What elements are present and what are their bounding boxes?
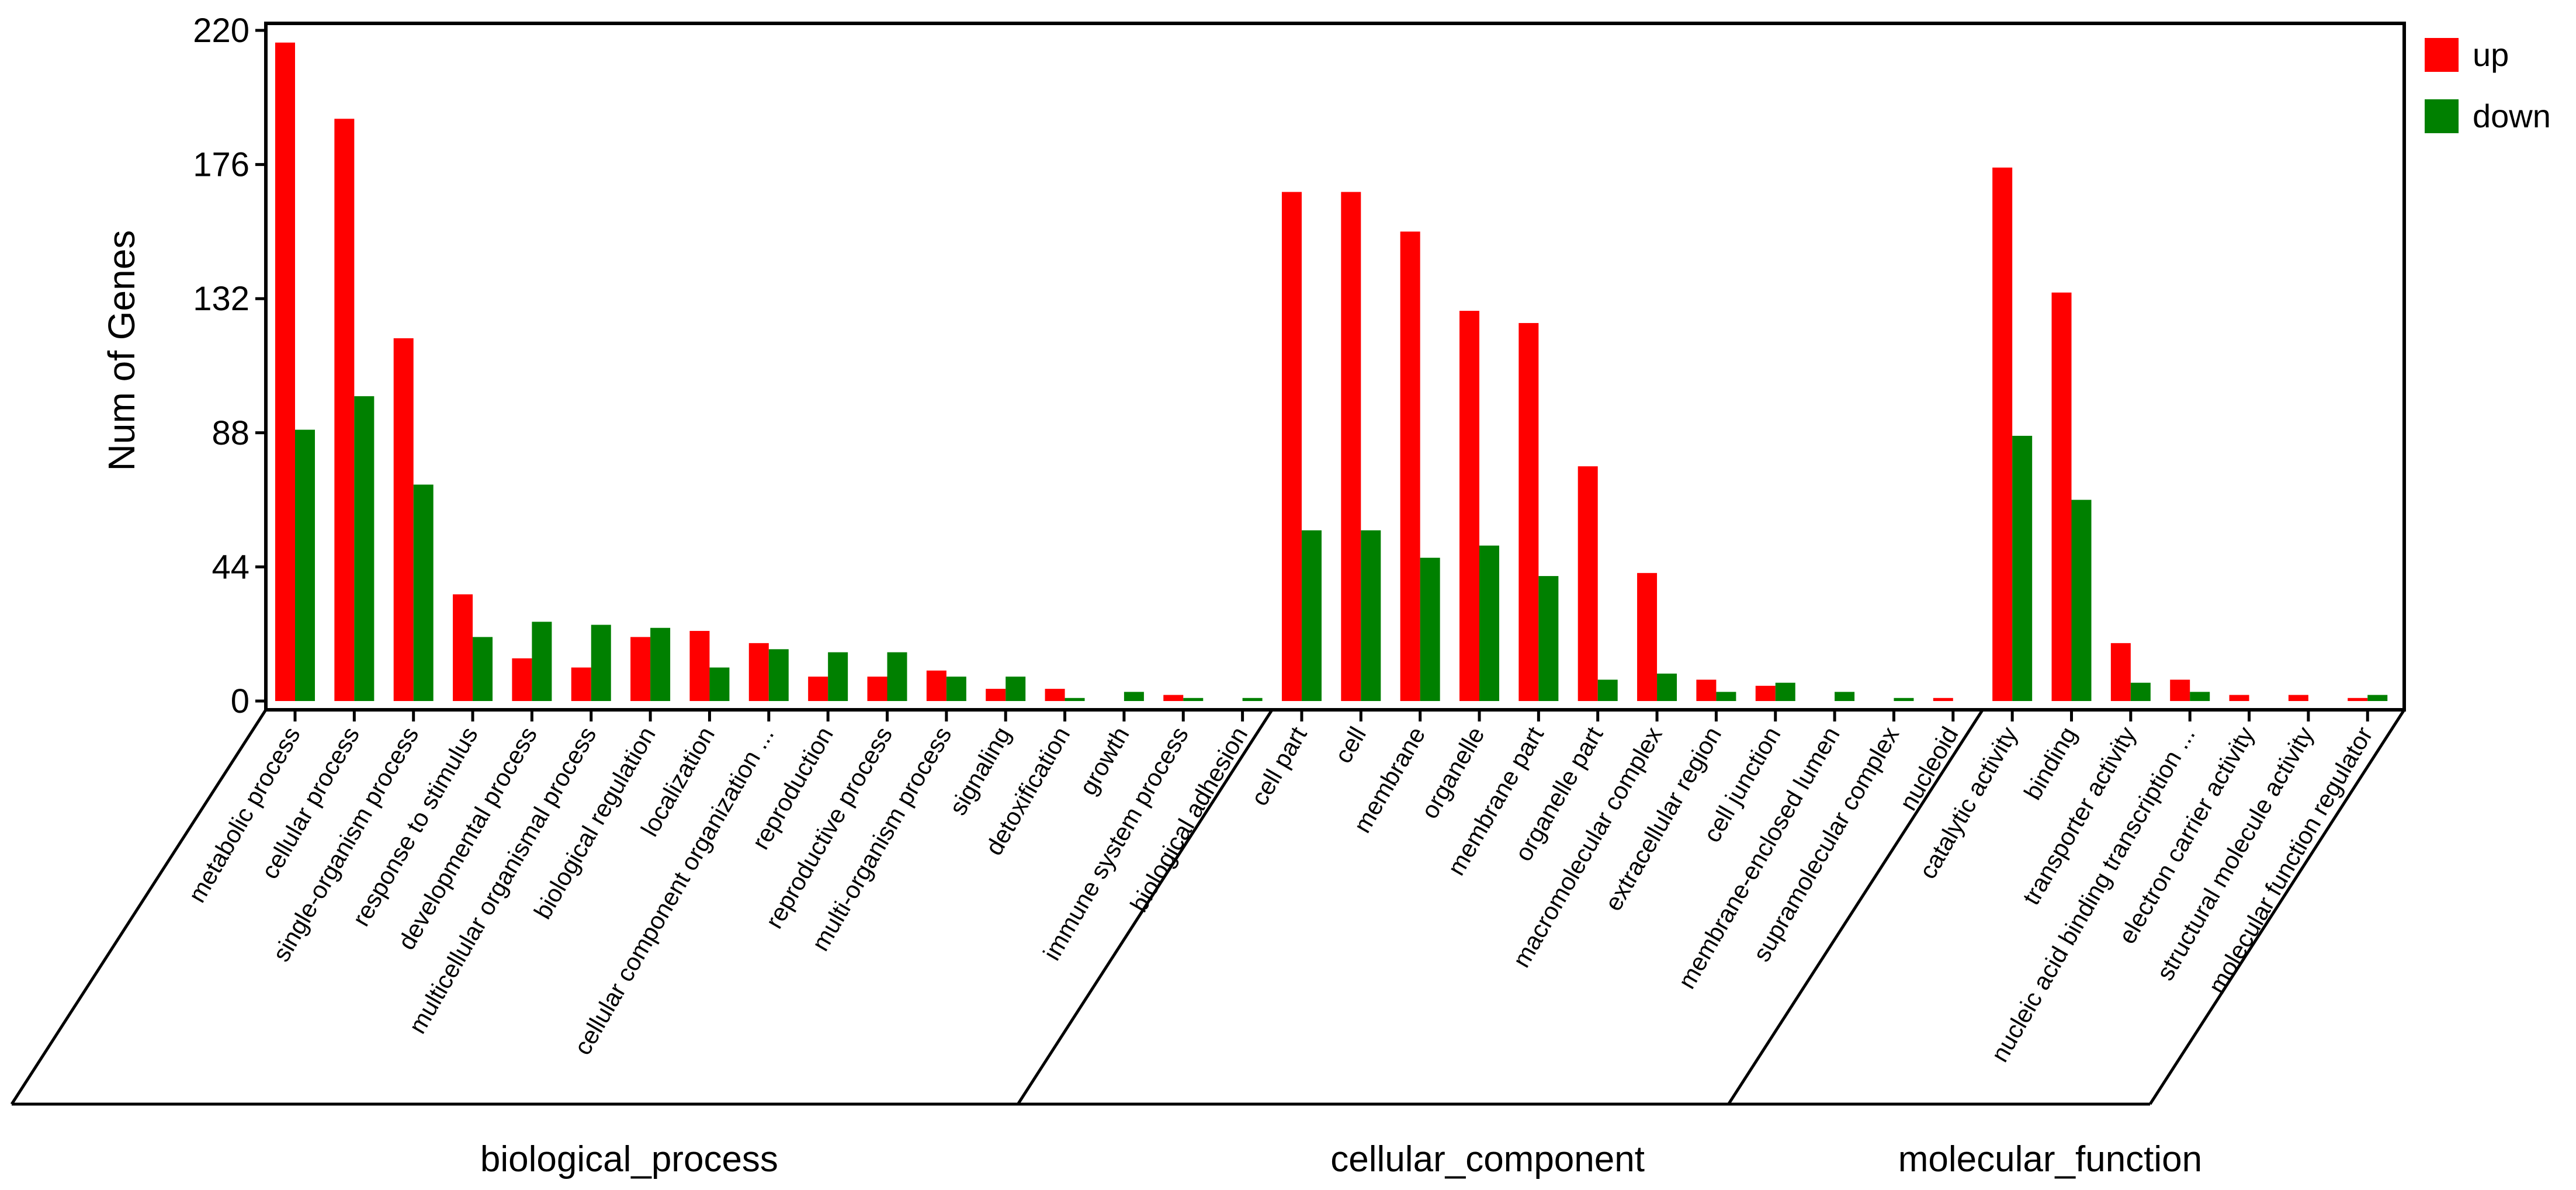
category-label: binding bbox=[2019, 722, 2082, 804]
bar-down bbox=[1835, 692, 1855, 701]
bar-up bbox=[334, 119, 355, 701]
bar-up bbox=[1400, 231, 1420, 701]
bar-down bbox=[591, 625, 611, 701]
bar-up bbox=[867, 676, 887, 701]
bar-up bbox=[2110, 643, 2131, 701]
bar-down bbox=[473, 637, 493, 701]
bar-down bbox=[1183, 698, 1204, 701]
bar-up bbox=[1696, 679, 1717, 701]
y-tick-label: 176 bbox=[193, 146, 249, 184]
y-axis: 0 44 88 132 176 220 bbox=[193, 12, 266, 720]
bar-down bbox=[2367, 695, 2388, 701]
bars-layer bbox=[275, 42, 2388, 702]
legend-swatch-down bbox=[2425, 99, 2459, 133]
bar-up bbox=[1163, 695, 1184, 701]
group-label: molecular_function bbox=[1898, 1139, 2202, 1179]
bar-down bbox=[768, 649, 789, 701]
bar-down bbox=[1006, 676, 1026, 701]
bar-up bbox=[2229, 695, 2249, 701]
bar-down bbox=[295, 429, 315, 701]
bar-up bbox=[1045, 689, 1065, 701]
legend-label-up: up bbox=[2473, 36, 2509, 73]
bar-up bbox=[1281, 192, 1302, 702]
bar-down bbox=[946, 676, 966, 701]
bar-down bbox=[1301, 530, 1322, 701]
bar-up bbox=[689, 630, 710, 701]
group-label: biological_process bbox=[480, 1139, 778, 1179]
plot-frame bbox=[264, 22, 2406, 712]
group-bracket-edge bbox=[2148, 709, 2406, 1105]
y-tick-label: 132 bbox=[193, 280, 249, 318]
y-axis-title: Num of Genes bbox=[100, 230, 143, 471]
bar-down bbox=[2130, 682, 2151, 701]
bar-down bbox=[1361, 530, 1381, 701]
bar-up bbox=[1755, 685, 1776, 701]
bar-down bbox=[1538, 576, 1559, 701]
bar-up bbox=[1637, 573, 1658, 701]
bar-up bbox=[453, 594, 473, 701]
bar-up bbox=[2348, 698, 2368, 701]
bar-down bbox=[2071, 499, 2092, 701]
bar-down bbox=[1894, 698, 1914, 701]
bar-down bbox=[413, 484, 434, 701]
bar-down bbox=[2190, 692, 2210, 701]
group-bracket-edge bbox=[10, 709, 268, 1105]
bar-down bbox=[887, 652, 907, 701]
bar-up bbox=[1518, 322, 1539, 701]
bar-down bbox=[650, 627, 671, 701]
bar-down bbox=[1775, 682, 1795, 701]
bar-up bbox=[1341, 192, 1361, 702]
bar-up bbox=[926, 670, 947, 701]
bar-down bbox=[1242, 698, 1263, 701]
bar-up bbox=[512, 658, 532, 701]
bar-down bbox=[1065, 698, 1085, 701]
bar-up bbox=[748, 643, 769, 701]
bar-down bbox=[354, 396, 375, 701]
bar-down bbox=[1716, 692, 1736, 701]
legend: up down bbox=[2425, 36, 2551, 134]
bar-up bbox=[2170, 679, 2190, 701]
bar-down bbox=[828, 652, 848, 701]
group-bracket-edge bbox=[1727, 709, 1984, 1105]
bar-down bbox=[1657, 674, 1677, 701]
bar-down bbox=[1597, 679, 1618, 701]
category-label: cell bbox=[1329, 722, 1371, 768]
y-tick-label: 44 bbox=[212, 548, 249, 586]
bar-up bbox=[571, 667, 591, 701]
bar-down bbox=[1124, 692, 1144, 701]
bar-up bbox=[1459, 311, 1479, 701]
group-bracket-edge bbox=[1017, 709, 1274, 1105]
category-label: growth bbox=[1074, 722, 1135, 800]
bar-up bbox=[808, 676, 828, 701]
bar-down bbox=[2012, 436, 2033, 701]
y-tick-label: 0 bbox=[231, 682, 249, 720]
bar-up bbox=[393, 338, 414, 701]
legend-label-down: down bbox=[2473, 98, 2551, 134]
legend-swatch-up bbox=[2425, 38, 2459, 72]
group-label: cellular_component bbox=[1330, 1139, 1645, 1179]
bar-up bbox=[275, 42, 295, 702]
y-tick-label: 88 bbox=[212, 414, 249, 452]
bar-up bbox=[2051, 292, 2072, 701]
bar-up bbox=[986, 689, 1006, 701]
bar-up bbox=[1933, 698, 1953, 701]
bar-up bbox=[1578, 466, 1598, 701]
bar-down bbox=[1420, 557, 1440, 701]
group-brackets: biological_process cellular_component mole… bbox=[10, 709, 2406, 1179]
bar-up bbox=[630, 637, 651, 701]
bar-down bbox=[532, 622, 552, 701]
bar-up bbox=[1992, 167, 2013, 701]
bar-down bbox=[1479, 545, 1499, 701]
y-tick-label: 220 bbox=[193, 12, 249, 50]
bar-down bbox=[709, 667, 730, 701]
bar-up bbox=[2288, 695, 2308, 701]
